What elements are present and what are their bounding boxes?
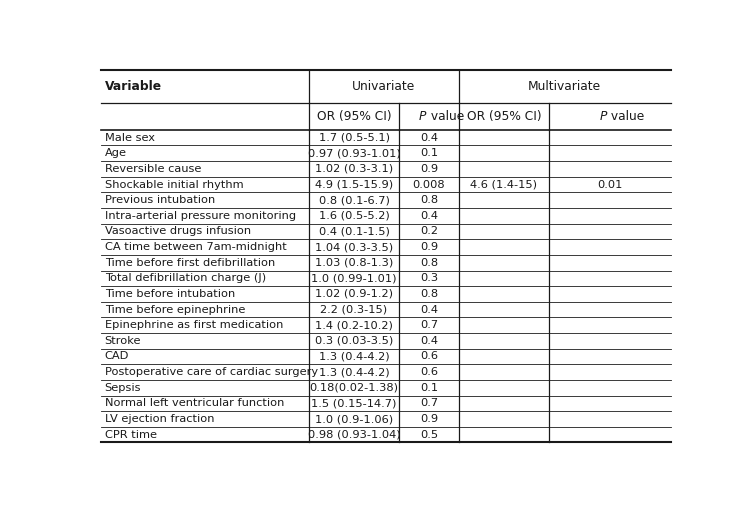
- Text: 0.4: 0.4: [420, 305, 438, 315]
- Text: 0.008: 0.008: [413, 180, 445, 189]
- Text: value: value: [427, 110, 464, 123]
- Text: OR (95% CI): OR (95% CI): [467, 110, 541, 123]
- Text: 4.9 (1.5-15.9): 4.9 (1.5-15.9): [315, 180, 393, 189]
- Text: 1.6 (0.5-5.2): 1.6 (0.5-5.2): [319, 211, 389, 221]
- Text: Variable: Variable: [105, 80, 162, 93]
- Text: LV ejection fraction: LV ejection fraction: [105, 414, 214, 424]
- Text: 0.18(0.02-1.38): 0.18(0.02-1.38): [309, 383, 398, 393]
- Text: Univariate: Univariate: [352, 80, 416, 93]
- Text: Vasoactive drugs infusion: Vasoactive drugs infusion: [105, 226, 251, 236]
- Text: 0.7: 0.7: [420, 320, 438, 330]
- Text: 0.4: 0.4: [420, 133, 438, 143]
- Text: 0.97 (0.93-1.01): 0.97 (0.93-1.01): [308, 148, 401, 158]
- Text: P: P: [419, 110, 426, 123]
- Text: 1.0 (0.9-1.06): 1.0 (0.9-1.06): [315, 414, 393, 424]
- Text: 0.3: 0.3: [420, 273, 438, 283]
- Text: Intra-arterial pressure monitoring: Intra-arterial pressure monitoring: [105, 211, 296, 221]
- Text: 0.2: 0.2: [420, 226, 438, 236]
- Text: 0.98 (0.93-1.04): 0.98 (0.93-1.04): [308, 430, 401, 440]
- Text: Shockable initial rhythm: Shockable initial rhythm: [105, 180, 243, 189]
- Text: CAD: CAD: [105, 351, 129, 362]
- Text: value: value: [608, 110, 645, 123]
- Text: 0.7: 0.7: [420, 398, 438, 409]
- Text: 0.4: 0.4: [420, 211, 438, 221]
- Text: 0.8: 0.8: [420, 195, 438, 205]
- Text: 0.1: 0.1: [420, 383, 438, 393]
- Text: 0.1: 0.1: [420, 148, 438, 158]
- Text: 0.4: 0.4: [420, 336, 438, 346]
- Text: 0.3 (0.03-3.5): 0.3 (0.03-3.5): [315, 336, 393, 346]
- Text: Stroke: Stroke: [105, 336, 141, 346]
- Text: 0.01: 0.01: [597, 180, 623, 189]
- Text: Multivariate: Multivariate: [528, 80, 602, 93]
- Text: Time before epinephrine: Time before epinephrine: [105, 305, 245, 315]
- Text: 0.9: 0.9: [420, 164, 438, 174]
- Text: 1.0 (0.99-1.01): 1.0 (0.99-1.01): [311, 273, 397, 283]
- Text: Male sex: Male sex: [105, 133, 154, 143]
- Text: 1.02 (0.9-1.2): 1.02 (0.9-1.2): [315, 289, 393, 299]
- Text: 0.8 (0.1-6.7): 0.8 (0.1-6.7): [319, 195, 389, 205]
- Text: 1.4 (0.2-10.2): 1.4 (0.2-10.2): [315, 320, 393, 330]
- Text: Sepsis: Sepsis: [105, 383, 141, 393]
- Text: 4.6 (1.4-15): 4.6 (1.4-15): [471, 180, 538, 189]
- Text: OR (95% CI): OR (95% CI): [317, 110, 392, 123]
- Text: Normal left ventricular function: Normal left ventricular function: [105, 398, 284, 409]
- Text: Total defibrillation charge (J): Total defibrillation charge (J): [105, 273, 266, 283]
- Text: 1.3 (0.4-4.2): 1.3 (0.4-4.2): [319, 367, 389, 377]
- Text: 1.04 (0.3-3.5): 1.04 (0.3-3.5): [315, 242, 393, 252]
- Text: 0.5: 0.5: [420, 430, 438, 440]
- Text: CPR time: CPR time: [105, 430, 157, 440]
- Text: CA time between 7am-midnight: CA time between 7am-midnight: [105, 242, 286, 252]
- Text: 0.6: 0.6: [420, 351, 438, 362]
- Text: 2.2 (0.3-15): 2.2 (0.3-15): [321, 305, 388, 315]
- Text: Time before first defibrillation: Time before first defibrillation: [105, 258, 275, 268]
- Text: P: P: [599, 110, 607, 123]
- Text: 0.8: 0.8: [420, 258, 438, 268]
- Text: Epinephrine as first medication: Epinephrine as first medication: [105, 320, 283, 330]
- Text: 0.4 (0.1-1.5): 0.4 (0.1-1.5): [319, 226, 389, 236]
- Text: Previous intubation: Previous intubation: [105, 195, 215, 205]
- Text: 1.7 (0.5-5.1): 1.7 (0.5-5.1): [319, 133, 389, 143]
- Text: Time before intubation: Time before intubation: [105, 289, 235, 299]
- Text: Postoperative care of cardiac surgery: Postoperative care of cardiac surgery: [105, 367, 318, 377]
- Text: 0.6: 0.6: [420, 367, 438, 377]
- Text: 1.02 (0.3-3.1): 1.02 (0.3-3.1): [315, 164, 393, 174]
- Text: 1.5 (0.15-14.7): 1.5 (0.15-14.7): [311, 398, 397, 409]
- Text: 0.8: 0.8: [420, 289, 438, 299]
- Text: 1.3 (0.4-4.2): 1.3 (0.4-4.2): [319, 351, 389, 362]
- Text: Age: Age: [105, 148, 127, 158]
- Text: 0.9: 0.9: [420, 414, 438, 424]
- Text: 1.03 (0.8-1.3): 1.03 (0.8-1.3): [315, 258, 393, 268]
- Text: 0.9: 0.9: [420, 242, 438, 252]
- Text: Reversible cause: Reversible cause: [105, 164, 201, 174]
